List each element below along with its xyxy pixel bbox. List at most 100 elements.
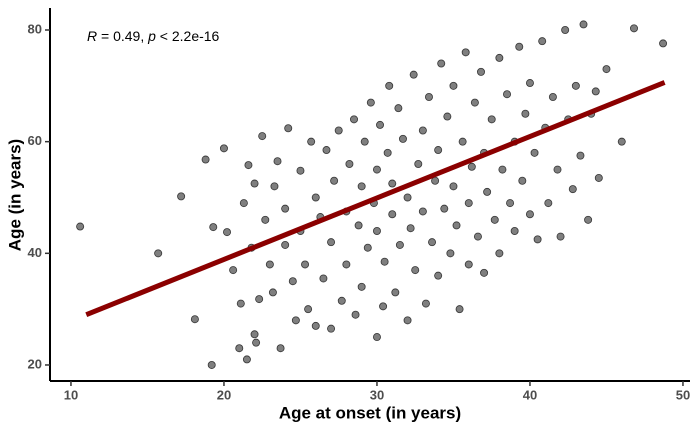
point <box>506 199 515 208</box>
x-tick-label: 20 <box>217 387 231 402</box>
point <box>437 59 446 68</box>
point <box>617 137 626 146</box>
annotation: R = 0.49, p < 2.2e-16 <box>87 28 220 44</box>
point <box>464 199 473 208</box>
point <box>446 249 455 258</box>
point <box>556 232 565 241</box>
x-tick-label: 10 <box>64 387 78 402</box>
point <box>327 324 336 333</box>
point <box>584 215 593 224</box>
point <box>250 330 259 339</box>
point <box>265 260 274 269</box>
point <box>452 221 461 230</box>
point <box>473 232 482 241</box>
point <box>530 148 539 157</box>
point <box>602 65 611 74</box>
point <box>209 223 218 232</box>
point <box>291 316 300 325</box>
point <box>304 305 313 314</box>
point <box>495 249 504 258</box>
point <box>391 288 400 297</box>
point <box>236 299 245 308</box>
point <box>372 165 381 174</box>
point <box>376 120 385 129</box>
point <box>345 159 354 168</box>
y-tick-label: 60 <box>28 133 42 148</box>
point <box>319 274 328 283</box>
point <box>440 204 449 213</box>
point <box>498 165 507 174</box>
point <box>270 182 279 191</box>
point <box>288 277 297 286</box>
point <box>533 235 542 244</box>
point <box>380 257 389 266</box>
annotation-part: R <box>87 28 97 44</box>
point <box>307 137 316 146</box>
point <box>467 162 476 171</box>
point <box>360 137 369 146</box>
point <box>311 193 320 202</box>
point <box>351 310 360 319</box>
point <box>403 193 412 202</box>
point <box>418 126 427 135</box>
point <box>458 137 467 146</box>
point <box>510 226 519 235</box>
point <box>409 70 418 79</box>
point <box>515 42 524 51</box>
point <box>281 240 290 249</box>
point <box>235 344 244 353</box>
point <box>281 204 290 213</box>
point <box>424 92 433 101</box>
point <box>252 338 261 347</box>
point <box>330 176 339 185</box>
point <box>576 151 585 160</box>
point <box>388 210 397 219</box>
point <box>594 173 603 182</box>
point <box>201 155 210 164</box>
x-tick-label: 50 <box>676 387 690 402</box>
point <box>190 315 199 324</box>
point <box>322 146 331 155</box>
point <box>311 321 320 330</box>
point <box>548 92 557 101</box>
point <box>470 98 479 107</box>
point <box>350 115 359 124</box>
point <box>244 161 253 170</box>
point <box>383 148 392 157</box>
point <box>483 187 492 196</box>
point <box>544 199 553 208</box>
point <box>273 157 282 166</box>
y-tick-label: 20 <box>28 356 42 371</box>
point <box>434 271 443 280</box>
point <box>477 67 486 76</box>
x-axis-label: Age at onset (in years) <box>279 403 461 422</box>
point <box>363 243 372 252</box>
point <box>428 238 437 247</box>
point <box>561 25 570 34</box>
point <box>261 215 270 224</box>
point <box>372 226 381 235</box>
point <box>334 126 343 135</box>
point <box>242 355 251 364</box>
point <box>177 192 186 201</box>
point <box>357 182 366 191</box>
point <box>357 282 366 291</box>
point <box>258 132 267 141</box>
point <box>449 81 458 90</box>
point <box>354 221 363 230</box>
point <box>553 165 562 174</box>
point <box>480 268 489 277</box>
point <box>276 344 285 353</box>
point <box>630 24 639 33</box>
point <box>571 81 580 90</box>
x-tick-label: 30 <box>370 387 384 402</box>
point <box>403 316 412 325</box>
point <box>455 305 464 314</box>
annotation-part: < 2.2e-16 <box>156 28 220 44</box>
point <box>394 104 403 113</box>
point <box>229 266 238 275</box>
point <box>366 98 375 107</box>
x-tick-label: 40 <box>523 387 537 402</box>
